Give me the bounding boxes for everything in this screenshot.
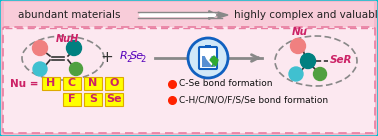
Circle shape: [301, 53, 316, 69]
FancyBboxPatch shape: [84, 93, 102, 106]
FancyBboxPatch shape: [105, 77, 123, 90]
Text: H: H: [46, 78, 56, 89]
Text: NuH: NuH: [56, 34, 79, 44]
Text: SeR: SeR: [330, 55, 353, 65]
FancyBboxPatch shape: [3, 27, 375, 133]
Text: 2: 2: [140, 55, 145, 64]
FancyBboxPatch shape: [63, 93, 81, 106]
Text: S: S: [89, 95, 97, 104]
Text: O: O: [109, 78, 119, 89]
Circle shape: [291, 38, 305, 53]
FancyBboxPatch shape: [105, 93, 123, 106]
Text: Se: Se: [106, 95, 122, 104]
Circle shape: [289, 67, 303, 81]
Polygon shape: [210, 56, 218, 66]
Text: C-Se bond formation: C-Se bond formation: [179, 80, 273, 89]
Text: F: F: [68, 95, 76, 104]
FancyArrowPatch shape: [141, 11, 217, 19]
Text: 2: 2: [126, 55, 131, 64]
Text: Se: Se: [130, 51, 144, 61]
Text: highly complex and valuable motifs: highly complex and valuable motifs: [234, 10, 378, 20]
Circle shape: [33, 62, 47, 76]
Text: C: C: [68, 78, 76, 89]
FancyBboxPatch shape: [42, 77, 60, 90]
Circle shape: [67, 41, 82, 55]
Circle shape: [313, 67, 327, 81]
Polygon shape: [204, 51, 212, 65]
Text: abundant materials: abundant materials: [18, 10, 121, 20]
Text: +: +: [101, 50, 113, 66]
Bar: [4, 2, 374, 28]
Text: Nu: Nu: [292, 27, 308, 37]
Polygon shape: [218, 12, 228, 18]
Text: Nu =: Nu =: [10, 79, 39, 89]
FancyBboxPatch shape: [199, 47, 217, 69]
Circle shape: [70, 63, 82, 75]
Circle shape: [33, 41, 48, 55]
Text: N: N: [88, 78, 98, 89]
Circle shape: [188, 38, 228, 78]
Text: R: R: [120, 51, 128, 61]
FancyBboxPatch shape: [84, 77, 102, 90]
Text: C-H/C/N/O/F/S/Se bond formation: C-H/C/N/O/F/S/Se bond formation: [179, 95, 328, 104]
Bar: [201, 56, 214, 67]
Bar: [205, 45, 211, 48]
FancyBboxPatch shape: [63, 77, 81, 90]
